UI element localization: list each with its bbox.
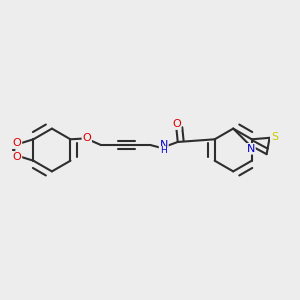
Text: S: S	[271, 132, 278, 142]
Text: O: O	[13, 138, 21, 148]
Text: O: O	[172, 119, 181, 129]
Text: O: O	[82, 134, 91, 143]
Text: N: N	[160, 140, 168, 150]
Text: N: N	[247, 144, 255, 154]
Text: H: H	[160, 146, 167, 155]
Text: O: O	[13, 152, 21, 162]
